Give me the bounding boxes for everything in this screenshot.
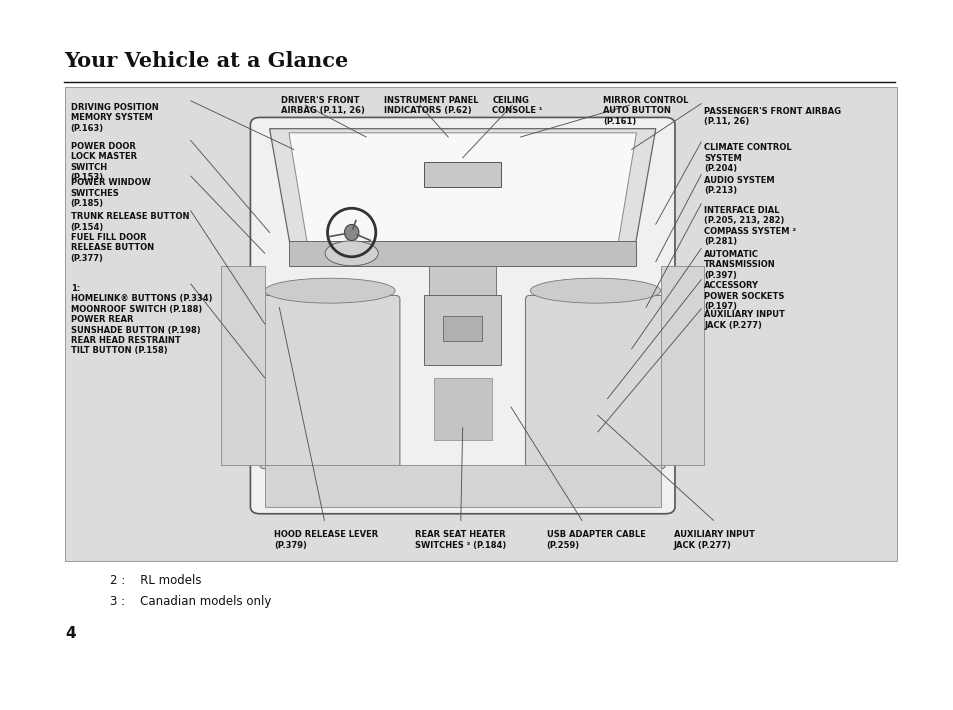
- Text: CLIMATE CONTROL
SYSTEM
(P.204): CLIMATE CONTROL SYSTEM (P.204): [703, 143, 791, 173]
- Bar: [265, 465, 659, 507]
- Text: CEILING
CONSOLE ¹: CEILING CONSOLE ¹: [492, 96, 542, 115]
- Ellipse shape: [265, 278, 395, 303]
- Bar: [424, 295, 500, 366]
- Text: 2 :    RL models: 2 : RL models: [110, 574, 201, 586]
- Bar: [221, 266, 265, 465]
- FancyBboxPatch shape: [525, 295, 664, 469]
- Text: 4: 4: [65, 626, 75, 641]
- Bar: [289, 241, 636, 266]
- Text: POWER DOOR
LOCK MASTER
SWITCH
(P.153): POWER DOOR LOCK MASTER SWITCH (P.153): [71, 142, 136, 182]
- Text: 1:
HOMELINK® BUTTONS (P.334)
MOONROOF SWITCH (P.188)
POWER REAR
SUNSHADE BUTTON : 1: HOMELINK® BUTTONS (P.334) MOONROOF SW…: [71, 284, 212, 356]
- Polygon shape: [289, 133, 636, 249]
- Text: DRIVER'S FRONT
AIRBAG (P.11, 26): DRIVER'S FRONT AIRBAG (P.11, 26): [281, 96, 365, 115]
- Bar: [424, 162, 500, 187]
- Text: HOOD RELEASE LEVER
(P.379): HOOD RELEASE LEVER (P.379): [274, 530, 377, 550]
- Bar: [659, 266, 703, 465]
- Text: AUTOMATIC
TRANSMISSION
(P.397): AUTOMATIC TRANSMISSION (P.397): [703, 250, 775, 280]
- Text: AUXILIARY INPUT
JACK (P.277): AUXILIARY INPUT JACK (P.277): [673, 530, 754, 550]
- Text: AUXILIARY INPUT
JACK (P.277): AUXILIARY INPUT JACK (P.277): [703, 310, 784, 329]
- Text: INSTRUMENT PANEL
INDICATORS (P.62): INSTRUMENT PANEL INDICATORS (P.62): [384, 96, 478, 115]
- Text: USB ADAPTER CABLE
(P.259): USB ADAPTER CABLE (P.259): [546, 530, 645, 550]
- Text: DRIVING POSITION
MEMORY SYSTEM
(P.163): DRIVING POSITION MEMORY SYSTEM (P.163): [71, 103, 158, 133]
- Ellipse shape: [325, 241, 377, 266]
- Bar: [65, 87, 896, 561]
- FancyBboxPatch shape: [260, 295, 399, 469]
- Text: PASSENGER'S FRONT AIRBAG
(P.11, 26): PASSENGER'S FRONT AIRBAG (P.11, 26): [703, 106, 841, 126]
- Text: AUDIO SYSTEM
(P.213): AUDIO SYSTEM (P.213): [703, 176, 774, 195]
- Text: TRUNK RELEASE BUTTON
(P.154)
FUEL FILL DOOR
RELEASE BUTTON
(P.377): TRUNK RELEASE BUTTON (P.154) FUEL FILL D…: [71, 212, 189, 263]
- Ellipse shape: [530, 278, 659, 303]
- Bar: [429, 266, 496, 295]
- Bar: [434, 378, 491, 440]
- Text: REAR SEAT HEATER
SWITCHES ³ (P.184): REAR SEAT HEATER SWITCHES ³ (P.184): [415, 530, 506, 550]
- Text: INTERFACE DIAL
(P.205, 213, 282)
COMPASS SYSTEM ²
(P.281): INTERFACE DIAL (P.205, 213, 282) COMPASS…: [703, 206, 796, 246]
- Text: MIRROR CONTROL
AUTO BUTTON
(P.161): MIRROR CONTROL AUTO BUTTON (P.161): [602, 96, 687, 126]
- Text: POWER WINDOW
SWITCHES
(P.185): POWER WINDOW SWITCHES (P.185): [71, 178, 151, 208]
- Ellipse shape: [344, 224, 358, 241]
- Text: ACCESSORY
POWER SOCKETS
(P.197): ACCESSORY POWER SOCKETS (P.197): [703, 281, 783, 311]
- Polygon shape: [270, 129, 655, 266]
- Bar: [443, 315, 481, 341]
- FancyBboxPatch shape: [250, 117, 675, 514]
- Text: 3 :    Canadian models only: 3 : Canadian models only: [110, 595, 271, 608]
- Text: Your Vehicle at a Glance: Your Vehicle at a Glance: [64, 51, 348, 71]
